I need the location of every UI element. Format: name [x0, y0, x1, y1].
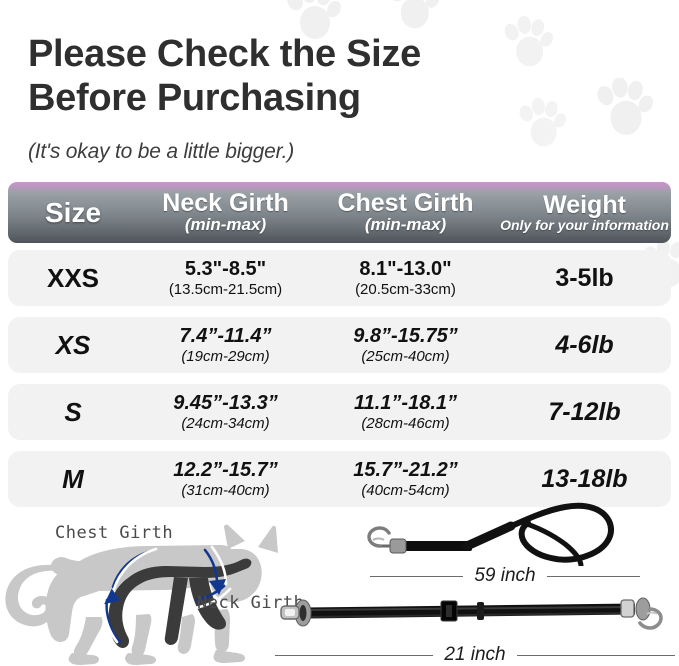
cat-harness-illustration — [5, 524, 278, 665]
page-subtitle: (It's okay to be a little bigger.) — [28, 140, 295, 163]
arrow-head — [104, 588, 121, 605]
cell-chest-girth: 9.8”-15.75” (25cm-40cm) — [353, 325, 458, 365]
arrow-head — [209, 579, 226, 595]
cell-weight: 7-12lb — [548, 397, 621, 426]
cell-neck-girth: 7.4”-11.4” (19cm-29cm) — [179, 325, 272, 365]
strap-clasp-left-icon — [280, 599, 312, 627]
page-title-line2: Before Purchasing — [28, 77, 361, 120]
table-header-row: Size Neck Girth (min-max) Chest Girth (m… — [8, 182, 671, 243]
cell-neck-girth: 5.3"-8.5" (13.5cm-21.5cm) — [168, 258, 283, 298]
leash-strap — [400, 502, 614, 567]
measure-line-left — [275, 654, 434, 656]
table-row: S 9.45”-13.3” (24cm-34cm) 11.1”-18.1” (2… — [8, 384, 671, 440]
chest-girth-arrow-white — [102, 547, 158, 644]
page-title-line1: Please Check the Size — [28, 33, 421, 75]
cell-weight: 4-6lb — [555, 330, 614, 359]
strap-length-label: 21 inch — [444, 644, 506, 665]
cell-size: XXS — [46, 262, 100, 293]
cell-chest-girth: 15.7”-21.2” (40cm-54cm) — [353, 459, 458, 499]
strap-measurement: 21 inch — [275, 644, 675, 666]
cell-weight: 13-18lb — [541, 464, 628, 493]
leash-illustration — [367, 502, 614, 567]
cell-size: M — [62, 463, 84, 494]
measure-line-right — [516, 654, 675, 656]
size-chart-table: Size Neck Girth (min-max) Chest Girth (m… — [8, 182, 671, 518]
strap-clasp-right-icon — [620, 597, 663, 630]
cell-neck-girth: 9.45”-13.3” (24cm-34cm) — [173, 392, 278, 432]
table-row: XXS 5.3"-8.5" (13.5cm-21.5cm) 8.1"-13.0"… — [8, 250, 671, 306]
adjustable-strap-illustration — [280, 597, 663, 630]
header-cell-chest-girth: Chest Girth (min-max) — [337, 189, 474, 235]
header-cell-weight: Weight Only for your information — [500, 190, 669, 233]
neck-girth-label: Neck Girth — [197, 593, 305, 613]
cell-size: S — [64, 396, 82, 427]
table-row: XS 7.4”-11.4” (19cm-29cm) 9.8”-15.75” (2… — [8, 317, 671, 373]
cell-neck-girth: 12.2”-15.7” (31cm-40cm) — [173, 459, 278, 499]
cell-weight: 3-5lb — [555, 263, 614, 292]
paw-print-icon — [384, 0, 440, 30]
leash-measurement: 59 inch — [370, 565, 640, 587]
page-title: Please Check the Size Before Purchasing — [28, 32, 588, 120]
strap-adjuster-buckle — [440, 600, 484, 622]
header-cell-neck-girth: Neck Girth (min-max) — [162, 189, 289, 235]
cell-chest-girth: 11.1”-18.1” (28cm-46cm) — [353, 392, 458, 432]
cell-size: XS — [55, 329, 91, 360]
measure-line-right — [546, 575, 640, 577]
table-row: M 12.2”-15.7” (31cm-40cm) 15.7”-21.2” (4… — [8, 451, 671, 507]
strap-webbing — [304, 603, 636, 619]
chest-girth-label: Chest Girth — [55, 523, 174, 543]
header-cell-size: Size — [44, 196, 102, 228]
measure-line-left — [370, 575, 464, 577]
product-diagram-area: Chest Girth Neck Girth 59 inch — [0, 502, 679, 666]
leash-length-label: 59 inch — [474, 565, 536, 586]
leash-clasp-icon — [367, 526, 407, 554]
paw-print-icon — [592, 78, 654, 136]
neck-girth-arrow-white — [192, 545, 232, 610]
cell-chest-girth: 8.1"-13.0" (20.5cm-33cm) — [355, 258, 456, 298]
